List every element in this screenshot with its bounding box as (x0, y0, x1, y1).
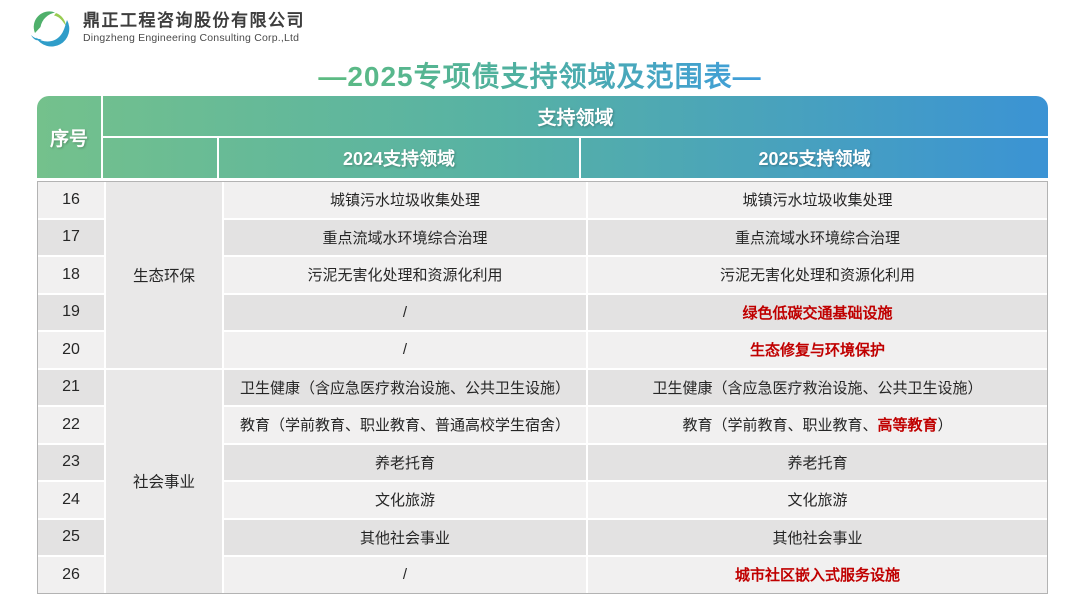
cell-text: 城镇污水垃圾收集处理 (329, 192, 480, 210)
row-number-cell: 22 (38, 407, 104, 443)
header-support-areas: 支持领域 (103, 96, 1048, 138)
cell-text: 重点流域水环境综合治理 (322, 229, 488, 247)
cell-2024: / (224, 557, 586, 593)
cell-text: / (402, 566, 408, 584)
cell-2025: 绿色低碳交通基础设施 (588, 294, 1047, 330)
cell-text: 养老托育 (374, 454, 435, 472)
cell-text: 文化旅游 (374, 492, 435, 510)
highlighted-text: 城市社区嵌入式服务设施 (734, 567, 900, 585)
header-2025: 2025支持领域 (758, 149, 871, 169)
cell-2025: 重点流域水环境综合治理 (588, 219, 1047, 255)
cell-2025: 城市社区嵌入式服务设施 (588, 557, 1047, 593)
table-body: 16 生态环保 城镇污水垃圾收集处理 城镇污水垃圾收集处理 17 重点流域水环境综合治理 重… (37, 181, 1048, 594)
cell-2024: / (224, 332, 586, 368)
cell-2024: 教育（学前教育、职业教育、普通高校学生宿舍） (224, 407, 586, 443)
row-number-cell: 18 (38, 257, 104, 293)
page-title: —2025专项债支持领域及范围表— (318, 55, 761, 95)
cell-2024: 其他社会事业 (224, 519, 586, 555)
row-number-cell: 24 (38, 482, 104, 518)
cell-2025: 卫生健康（含应急医疗救治设施、公共卫生设施） (588, 369, 1047, 405)
dingzheng-logo-icon (31, 11, 70, 47)
row-number-cell: 23 (38, 444, 104, 480)
row-number-cell: 16 (38, 182, 104, 218)
row-number-cell: 25 (38, 519, 104, 555)
header-2024: 2024支持领域 (219, 138, 581, 178)
cell-text: 卫生健康（含应急医疗救治设施、公共卫生设施） (652, 379, 983, 397)
cell-text: 教育（学前教育、职业教育、 (682, 417, 878, 435)
cell-2024: 卫生健康（含应急医疗救治设施、公共卫生设施） (224, 369, 586, 405)
cell-text: 重点流域水环境综合治理 (734, 229, 900, 247)
cell-text: 文化旅游 (787, 492, 848, 510)
cell-2025: 文化旅游 (588, 482, 1047, 518)
row-number-cell: 19 (38, 294, 104, 330)
highlighted-text: 高等教育 (877, 417, 938, 435)
cell-text: / (402, 341, 408, 359)
cell-2024: 重点流域水环境综合治理 (224, 219, 586, 255)
cell-2025: 教育（学前教育、职业教育、 高等教育） (588, 407, 1047, 443)
cell-text: 城镇污水垃圾收集处理 (742, 192, 893, 210)
cell-text: / (402, 303, 408, 321)
cell-2025: 其他社会事业 (588, 519, 1047, 555)
cell-2024: 养老托育 (224, 444, 586, 480)
cell-2024: 城镇污水垃圾收集处理 (224, 182, 586, 218)
company-name-cn: 鼎正工程咨询股份有限公司 (83, 10, 305, 30)
highlighted-text: 绿色低碳交通基础设施 (742, 304, 893, 322)
cell-text: 污泥无害化处理和资源化利用 (719, 267, 915, 285)
cell-2025: 生态修复与环境保护 (588, 332, 1047, 368)
cell-text: 其他社会事业 (359, 529, 450, 547)
header-index: 序号 (37, 96, 103, 178)
row-number-cell: 17 (38, 219, 104, 255)
cell-text: 教育（学前教育、职业教育、普通高校学生宿舍） (239, 417, 570, 435)
title-row: —2025专项债支持领域及范围表— (0, 55, 1080, 95)
row-number-cell: 21 (38, 369, 104, 405)
brand-header: 鼎正工程咨询股份有限公司 Dingzheng Engineering Consu… (28, 7, 305, 48)
row-number-cell: 26 (38, 557, 104, 593)
table-header: 序号 支持领域 2024支持领域 2025支持领域 (37, 96, 1048, 178)
company-name-en: Dingzheng Engineering Consulting Corp.,L… (83, 32, 300, 45)
cell-2024: 污泥无害化处理和资源化利用 (224, 257, 586, 293)
cell-text: 养老托育 (787, 454, 848, 472)
cell-2025: 养老托育 (588, 444, 1047, 480)
cell-2024: / (224, 294, 586, 330)
category-cell: 生态环保 (106, 182, 222, 368)
cell-text: 卫生健康（含应急医疗救治设施、公共卫生设施） (239, 379, 570, 397)
cell-text: ） (937, 417, 953, 435)
cell-2025: 城镇污水垃圾收集处理 (588, 182, 1047, 218)
cell-2024: 文化旅游 (224, 482, 586, 518)
header-category-spacer (103, 138, 219, 178)
cell-2025: 污泥无害化处理和资源化利用 (588, 257, 1047, 293)
category-cell: 社会事业 (106, 369, 222, 593)
cell-text: 其他社会事业 (772, 529, 863, 547)
support-areas-table: 序号 支持领域 2024支持领域 2025支持领域 16 生态环保 城镇污水垃圾收集… (37, 96, 1048, 594)
brand-names: 鼎正工程咨询股份有限公司 Dingzheng Engineering Consu… (83, 11, 305, 45)
row-number-cell: 20 (38, 332, 104, 368)
cell-text: 污泥无害化处理和资源化利用 (307, 267, 503, 285)
highlighted-text: 生态修复与环境保护 (749, 342, 885, 360)
